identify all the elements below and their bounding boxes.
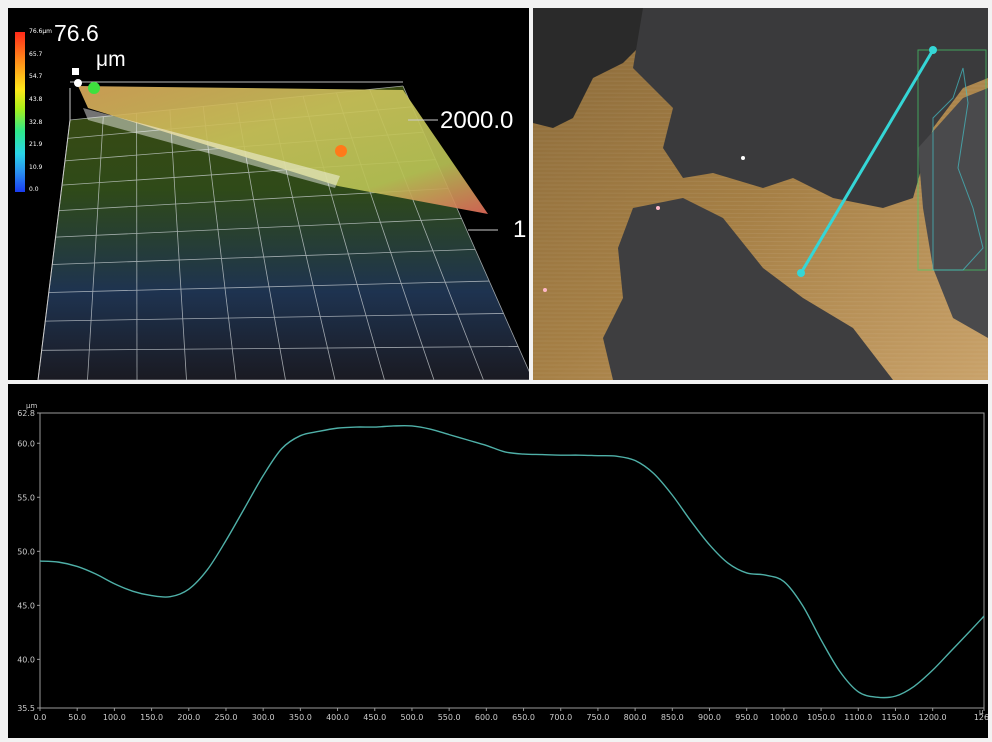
x-tick-label: 400.0	[326, 713, 349, 722]
y-tick-label: 35.5	[17, 704, 35, 713]
y-tick-label: 45.0	[17, 601, 35, 610]
speck	[656, 206, 660, 210]
height-profile-chart[interactable]: 0.0 50.0 100.0 150.0 200.0 250.0 300.0 350.0 400…	[8, 384, 988, 738]
x-tick-label: 600.0	[475, 713, 498, 722]
x-tick-label: 1200.0	[919, 713, 947, 722]
x-tick-label: 1000.0	[770, 713, 798, 722]
x-tick-label: 1269	[974, 713, 988, 722]
colorbar-tick: 10.9	[29, 164, 43, 171]
sample-surface-image[interactable]	[533, 8, 988, 380]
3d-surface-render[interactable]	[8, 8, 529, 380]
x-tick-label: 150.0	[140, 713, 163, 722]
y-unit-label: μm	[26, 402, 37, 410]
x-tick-label: 200.0	[177, 713, 200, 722]
profile-line[interactable]	[799, 49, 935, 274]
speck	[543, 288, 547, 292]
x-tick-label: 250.0	[215, 713, 238, 722]
z-unit-label: μm	[96, 48, 126, 71]
x-tick-label: 750.0	[586, 713, 609, 722]
y-tick-label: 40.0	[17, 655, 35, 664]
corrosion-top-left	[533, 8, 653, 128]
end-marker-orange[interactable]	[335, 145, 347, 157]
grid-line	[52, 248, 476, 265]
start-marker-green[interactable]	[88, 82, 100, 94]
colorbar-tick: 43.8	[29, 96, 43, 103]
y-axis-ticks: 62.8 60.0 55.0 50.0 45.0 40.0 35.5	[17, 409, 40, 713]
x-unit-label: μ	[979, 708, 984, 716]
grid-line	[87, 116, 104, 380]
z-axis-line	[37, 119, 71, 380]
measurement-plane	[78, 86, 488, 214]
colorbar-tick-min: 0.0	[29, 186, 39, 193]
x-tick-label: 100.0	[103, 713, 126, 722]
speck	[741, 156, 745, 160]
x-tick-label: 850.0	[661, 713, 684, 722]
x-tick-label: 650.0	[512, 713, 535, 722]
colorbar-tick: 21.9	[29, 141, 43, 148]
x-tick-label: 950.0	[735, 713, 758, 722]
y-tick-label: 55.0	[17, 493, 35, 502]
x-tick-label: 1150.0	[881, 713, 909, 722]
x-tick-label: 500.0	[400, 713, 423, 722]
x-tick-label: 0.0	[34, 713, 47, 722]
x-tick-label: 550.0	[438, 713, 461, 722]
x-tick-label: 900.0	[698, 713, 721, 722]
grid-line	[45, 313, 504, 322]
grid-line	[55, 218, 462, 238]
y-tick-label: 50.0	[17, 547, 35, 556]
roi-contour	[932, 67, 984, 271]
optical-camera-view[interactable]	[533, 8, 988, 380]
colorbar-tick: 32.8	[29, 119, 43, 126]
3d-height-view[interactable]: 76.6μm 65.7 54.7 43.8 32.8 21.9 10.9 0.0…	[8, 8, 529, 380]
x-tick-label: 350.0	[289, 713, 312, 722]
corrosion-top-band	[633, 8, 988, 208]
profile-series-line	[39, 424, 985, 699]
cross-section-band	[83, 108, 340, 188]
plot-frame	[39, 412, 985, 709]
colorbar-tick: 54.7	[29, 73, 43, 80]
x-tick-label: 50.0	[68, 713, 86, 722]
profile-line-start-handle[interactable]	[797, 269, 805, 277]
height-colorbar	[15, 32, 25, 192]
y-tick-label: 60.0	[17, 439, 35, 448]
x-tick-label: 300.0	[252, 713, 275, 722]
colorbar-tick: 65.7	[29, 51, 43, 58]
corrosion-right	[918, 88, 988, 338]
y-tick-label: 62.8	[17, 409, 35, 418]
origin-marker-square	[72, 68, 79, 75]
grid-line	[169, 109, 187, 380]
x-tick-label: 450.0	[363, 713, 386, 722]
x-tick-label: 1100.0	[844, 713, 872, 722]
x-tick-label: 800.0	[624, 713, 647, 722]
profile-chart-svg[interactable]: 0.0 50.0 100.0 150.0 200.0 250.0 300.0 350.0 400…	[8, 384, 988, 738]
axis-label-1: 1	[513, 216, 527, 243]
grid-line	[202, 106, 237, 380]
grid-line	[41, 346, 519, 351]
origin-marker-dot	[74, 79, 82, 87]
corrosion-center	[603, 198, 893, 380]
profile-line-end-handle[interactable]	[929, 46, 937, 54]
x-tick-label: 1050.0	[807, 713, 835, 722]
grid-line	[48, 280, 490, 293]
x-tick-label: 700.0	[549, 713, 572, 722]
colorbar-tick-max: 76.6μm	[29, 28, 53, 35]
z-max-value-label: 76.6	[54, 20, 99, 46]
x-axis-ticks: 0.0 50.0 100.0 150.0 200.0 250.0 300.0 350.0 400…	[34, 708, 988, 722]
axis-label-2000: 2000.0	[440, 107, 514, 134]
